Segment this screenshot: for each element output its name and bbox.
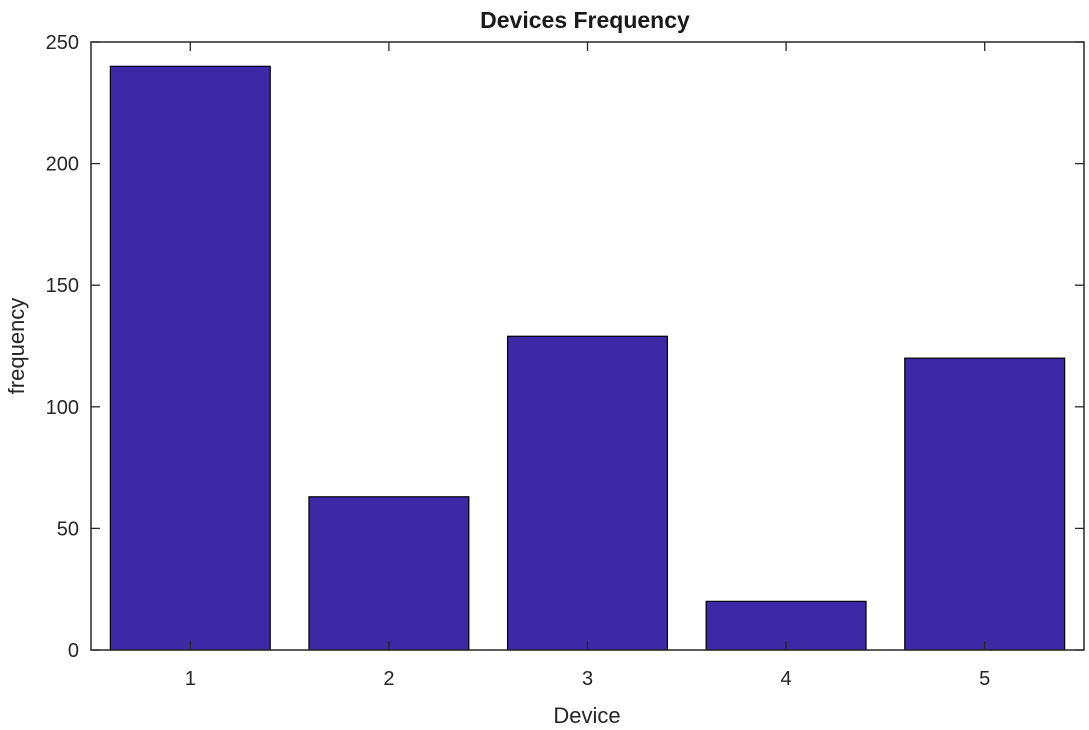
x-tick-label-3: 3 (582, 668, 593, 690)
y-axis-ticks: 0 50 100 150 200 250 (46, 32, 1084, 662)
x-tick-label-5: 5 (979, 668, 990, 690)
y-tick-label-50: 50 (57, 518, 79, 540)
y-tick-label-250: 250 (46, 32, 79, 54)
y-tick-label-150: 150 (46, 275, 79, 297)
y-tick-label-100: 100 (46, 397, 79, 419)
bar-device-3 (506, 335, 669, 651)
bar-device-1 (109, 65, 271, 651)
x-tick-label-4: 4 (781, 668, 792, 690)
x-tick-label-2: 2 (383, 668, 394, 690)
chart-title: Devices Frequency (480, 7, 690, 33)
y-axis-label: frequency (4, 298, 29, 395)
bars-layer (109, 65, 1066, 651)
x-tick-label-1: 1 (185, 668, 196, 690)
x-axis-ticks: 1 2 3 4 5 (185, 42, 990, 690)
y-tick-label-200: 200 (46, 154, 79, 176)
bar-device-5 (904, 357, 1066, 651)
bar-device-2 (308, 496, 470, 651)
x-axis-label: Device (553, 703, 620, 728)
y-tick-label-0: 0 (68, 640, 79, 662)
